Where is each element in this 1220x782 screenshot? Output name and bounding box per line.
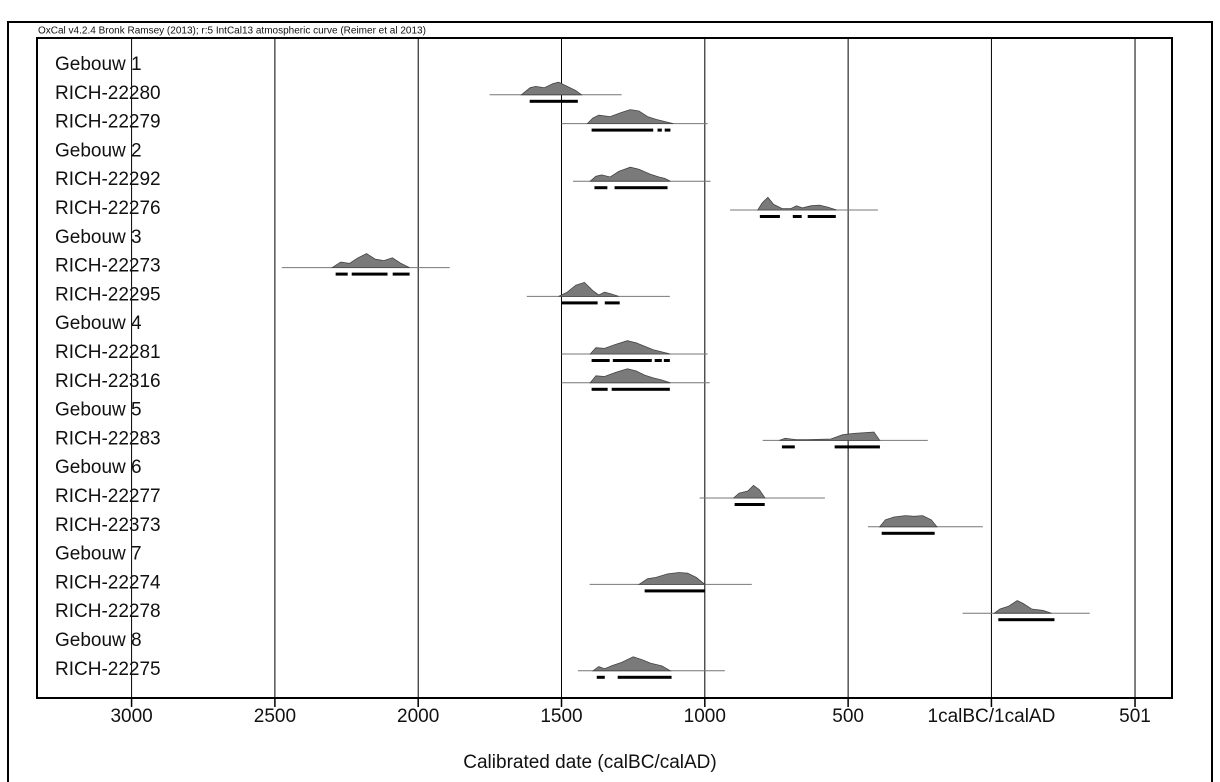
- row-label: RICH-22277: [55, 486, 161, 507]
- probability-distribution: [589, 368, 671, 384]
- probability-distribution: [779, 431, 881, 441]
- row-label: RICH-22295: [55, 284, 161, 305]
- row-label: RICH-22281: [55, 342, 161, 363]
- plot-frame: [36, 37, 1173, 699]
- hpd-range: [807, 215, 836, 218]
- hpd-range: [664, 128, 671, 132]
- row-label: Gebouw 6: [55, 457, 142, 478]
- hpd-range: [644, 589, 705, 593]
- row-label: Gebouw 3: [55, 227, 142, 248]
- x-axis-label: Calibrated date (calBC/calAD): [463, 752, 716, 773]
- row-label: Gebouw 7: [55, 544, 142, 565]
- x-tick-label: 1000: [684, 706, 726, 727]
- row-label: Gebouw 2: [55, 140, 142, 161]
- row-label: RICH-22280: [55, 83, 161, 104]
- row-label: Gebouw 8: [55, 630, 142, 651]
- hpd-range: [614, 186, 668, 190]
- hpd-range: [663, 359, 670, 362]
- hpd-range: [335, 272, 348, 276]
- row-label: RICH-22316: [55, 371, 161, 392]
- row-label: RICH-22283: [55, 428, 161, 449]
- hpd-range: [561, 301, 598, 305]
- hpd-range: [591, 387, 608, 391]
- probability-distribution: [558, 281, 619, 297]
- x-tick-label: 1500: [540, 706, 582, 727]
- hpd-range: [351, 272, 388, 276]
- probability-distribution: [589, 166, 671, 182]
- hpd-range: [654, 359, 662, 362]
- probability-distribution: [757, 196, 837, 211]
- hpd-range: [792, 215, 802, 218]
- hpd-range: [759, 215, 780, 218]
- x-tick-label: 500: [832, 706, 864, 727]
- x-tick-label: 2500: [254, 706, 296, 727]
- row-label: Gebouw 5: [55, 400, 142, 421]
- row-label: RICH-22292: [55, 169, 161, 190]
- probability-distribution: [330, 253, 410, 268]
- probability-distribution: [637, 572, 706, 585]
- probability-distribution: [993, 600, 1052, 614]
- probability-distribution: [591, 656, 672, 672]
- x-tick-label: 1calBC/1calAD: [928, 706, 1056, 727]
- row-label: Gebouw 1: [55, 54, 142, 75]
- hpd-range: [392, 272, 410, 276]
- row-label: RICH-22279: [55, 112, 161, 133]
- hpd-range: [596, 675, 605, 679]
- probability-distribution: [520, 81, 583, 96]
- hpd-range: [734, 503, 765, 506]
- row-label: Gebouw 4: [55, 313, 142, 334]
- probability-distribution: [732, 484, 766, 499]
- x-tick-label: 501: [1119, 706, 1151, 727]
- hpd-range: [529, 99, 578, 103]
- probability-distribution: [878, 515, 938, 528]
- hpd-range: [611, 387, 670, 391]
- hpd-range: [604, 301, 620, 305]
- outer-frame: [7, 21, 1213, 782]
- x-tick-label: 3000: [110, 706, 152, 727]
- row-label: RICH-22275: [55, 659, 161, 680]
- hpd-range: [594, 186, 608, 190]
- chart-title: OxCal v4.2.4 Bronk Ramsey (2013); r:5 In…: [38, 26, 426, 37]
- hpd-range: [834, 445, 880, 449]
- row-label: RICH-22273: [55, 256, 161, 277]
- row-label: RICH-22274: [55, 572, 161, 593]
- hpd-range: [617, 675, 672, 679]
- row-label: RICH-22278: [55, 601, 161, 622]
- probability-distribution: [589, 340, 671, 355]
- hpd-range: [612, 359, 652, 362]
- hpd-range: [657, 128, 662, 132]
- x-tick-label: 2000: [397, 706, 439, 727]
- hpd-range: [591, 359, 610, 362]
- hpd-range: [781, 445, 795, 449]
- probability-distribution: [586, 109, 674, 124]
- row-label: RICH-22373: [55, 515, 161, 536]
- hpd-range: [591, 128, 654, 132]
- hpd-range: [998, 618, 1055, 622]
- hpd-range: [881, 531, 935, 535]
- row-label: RICH-22276: [55, 198, 161, 219]
